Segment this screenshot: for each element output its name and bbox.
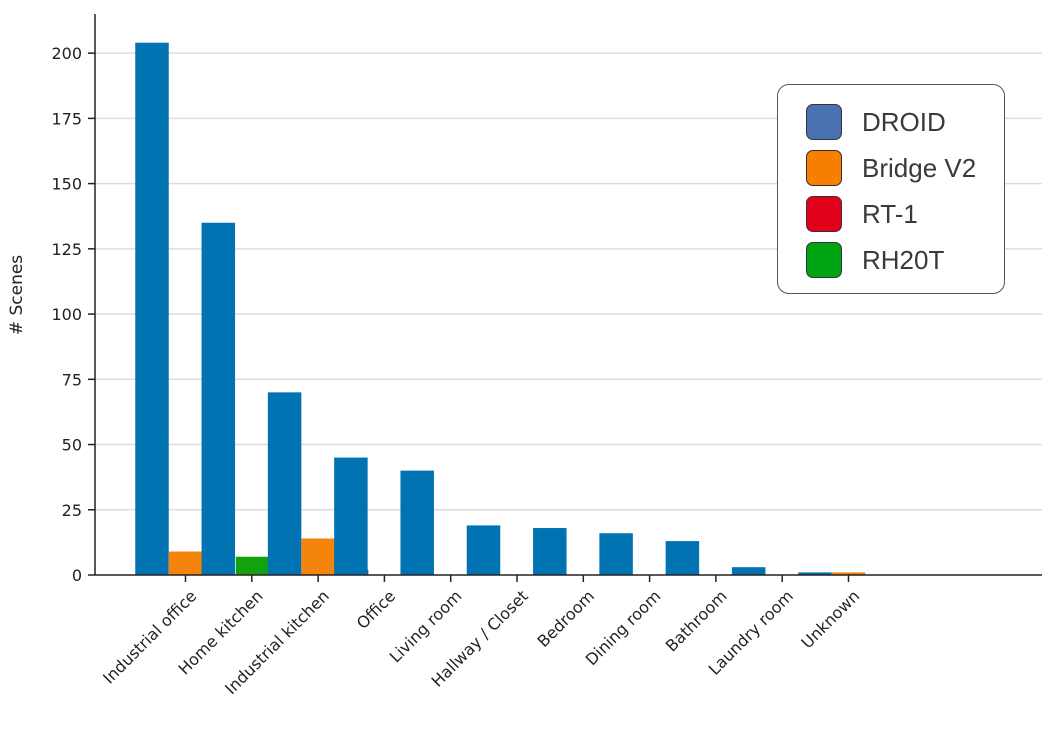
y-tick-label-150: 150 — [51, 175, 82, 194]
y-tick-label-175: 175 — [51, 109, 82, 128]
bar-bridge-v2-industrial-kitchen — [301, 538, 335, 575]
bar-bridge-v2-industrial-office — [168, 551, 203, 575]
y-tick-label-200: 200 — [51, 44, 82, 63]
bar-droid-industrial-office — [135, 42, 169, 575]
axes — [94, 14, 1042, 576]
legend-label-rh20t: RH20T — [862, 244, 945, 275]
bar-droid-industrial-kitchen — [267, 392, 302, 575]
grid-lines — [95, 52, 1042, 511]
legend-swatch-rh20t — [806, 242, 842, 278]
bar-droid-unknown — [798, 572, 832, 575]
y-ticks: 0 25 50 75 100 125 150 175 200 — [51, 44, 95, 585]
bar-droid-hallway-closet — [466, 525, 501, 575]
legend-item-rh20t: RH20T — [806, 237, 1004, 283]
bar-droid-home-kitchen — [201, 222, 236, 575]
legend: DROID Bridge V2 RT-1 RH20T — [777, 84, 1005, 294]
bar-droid-bedroom — [533, 528, 567, 575]
legend-swatch-bridge-v2 — [806, 150, 842, 186]
bar-droid-laundry-room — [731, 567, 766, 575]
x-tick-label-unknown: Unknown — [797, 586, 863, 652]
bar-droid-office — [334, 457, 368, 575]
legend-label-rt-1: RT-1 — [862, 198, 918, 229]
y-axis-title: # Scenes — [7, 255, 27, 335]
legend-swatch-rt-1 — [806, 196, 842, 232]
bar-droid-bathroom — [665, 541, 700, 575]
y-tick-label-75: 75 — [62, 370, 82, 389]
y-tick-label-100: 100 — [51, 305, 82, 324]
legend-swatch-droid — [806, 104, 842, 140]
legend-label-droid: DROID — [862, 106, 946, 137]
legend-item-bridge-v2: Bridge V2 — [806, 145, 1004, 191]
bar-rh20t-industrial-office — [235, 556, 270, 575]
x-tick-label-office: Office — [353, 586, 399, 632]
y-tick-label-50: 50 — [62, 436, 82, 455]
legend-label-bridge-v2: Bridge V2 — [862, 152, 977, 183]
bars — [135, 42, 866, 575]
bar-bridge-v2-unknown — [831, 572, 866, 575]
y-tick-label-0: 0 — [72, 566, 82, 585]
bar-droid-dining-room — [599, 533, 633, 575]
y-tick-label-125: 125 — [51, 240, 82, 259]
legend-item-rt-1: RT-1 — [806, 191, 1004, 237]
x-tick-label-bedroom: Bedroom — [534, 586, 599, 651]
bar-droid-living-room — [400, 470, 434, 575]
y-tick-label-25: 25 — [62, 501, 82, 520]
legend-item-droid: DROID — [806, 99, 1004, 145]
x-tick-label-bathroom: Bathroom — [662, 586, 731, 655]
